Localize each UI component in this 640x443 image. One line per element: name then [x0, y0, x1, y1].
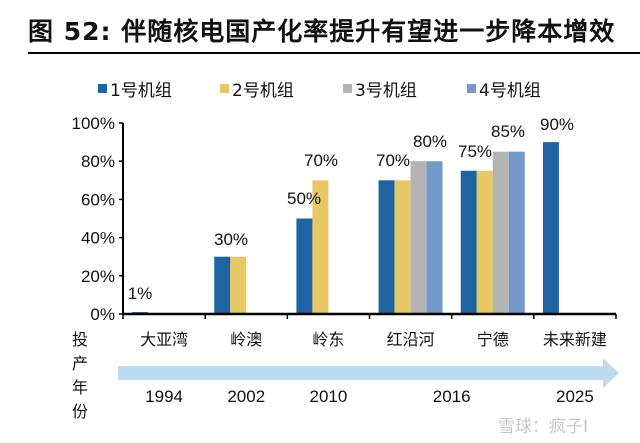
bar-岭澳-2号机组 [230, 256, 247, 314]
y-tick-label: 0% [90, 305, 115, 324]
bar-岭东-1号机组 [296, 218, 313, 314]
data-label: 85% [491, 122, 525, 141]
figure-title: 图 52: 伴随核电国产化率提升有望进一步降本增效 [28, 17, 616, 46]
y-tick-label: 60% [81, 190, 115, 209]
x-category-label: 岭澳 [230, 330, 262, 349]
legend-item: 3号机组 [343, 76, 417, 101]
watermark: 雪球：疯子I [498, 417, 589, 437]
legend-swatch [343, 84, 352, 93]
bar-宁德-4号机组 [508, 151, 525, 314]
legend-item: 2号机组 [220, 76, 294, 101]
bar-宁德-3号机组 [492, 151, 509, 314]
data-label: 75% [458, 142, 492, 161]
bar-红沿河-4号机组 [426, 161, 443, 314]
timeline-label-char: 年 [72, 378, 88, 397]
legend-swatch [220, 84, 229, 93]
timeline-year: 2025 [556, 387, 594, 406]
legend-label: 3号机组 [355, 81, 417, 101]
timeline-label-char: 份 [72, 402, 88, 421]
data-label: 50% [287, 189, 321, 208]
legend-item: 4号机组 [467, 76, 541, 101]
x-category-label: 未来新建 [543, 330, 607, 349]
legend-label: 4号机组 [479, 81, 541, 101]
bar-岭东-2号机组 [312, 180, 329, 314]
data-label: 30% [214, 230, 248, 249]
bar-岭澳-1号机组 [214, 256, 231, 314]
bar-未来新建-1号机组 [542, 142, 559, 314]
timeline-label-char: 投 [72, 330, 88, 349]
y-tick-label: 20% [81, 267, 115, 286]
bar-宁德-2号机组 [476, 170, 493, 314]
timeline-label-char: 产 [72, 354, 88, 373]
x-category-label: 大亚湾 [140, 330, 188, 349]
y-tick-label: 100% [72, 114, 115, 133]
data-label: 90% [540, 115, 574, 134]
data-label: 70% [304, 151, 338, 170]
data-label: 1% [128, 284, 153, 303]
bar-红沿河-2号机组 [394, 180, 411, 314]
legend-swatch [467, 84, 476, 93]
y-tick-label: 40% [81, 229, 115, 248]
chart-legend: 1号机组 2号机组 3号机组 4号机组 [0, 76, 640, 101]
bar-宁德-1号机组 [460, 170, 477, 314]
data-label: 80% [413, 132, 447, 151]
timeline-year: 2016 [433, 387, 471, 406]
timeline-year: 2002 [227, 387, 265, 406]
title-underline [28, 52, 640, 54]
legend-label: 2号机组 [232, 81, 294, 101]
legend-label: 1号机组 [110, 81, 172, 101]
y-tick-label: 80% [81, 152, 115, 171]
legend-item: 1号机组 [98, 76, 172, 101]
x-category-label: 红沿河 [387, 330, 435, 349]
timeline-year: 2010 [310, 387, 348, 406]
bar-红沿河-3号机组 [410, 161, 427, 314]
data-label: 70% [376, 151, 410, 170]
legend-swatch [98, 84, 107, 93]
timeline-arrow [118, 358, 619, 388]
x-category-label: 岭东 [312, 330, 344, 349]
bar-红沿河-1号机组 [378, 180, 395, 314]
x-category-label: 宁德 [477, 330, 509, 349]
timeline-year: 1994 [145, 387, 183, 406]
